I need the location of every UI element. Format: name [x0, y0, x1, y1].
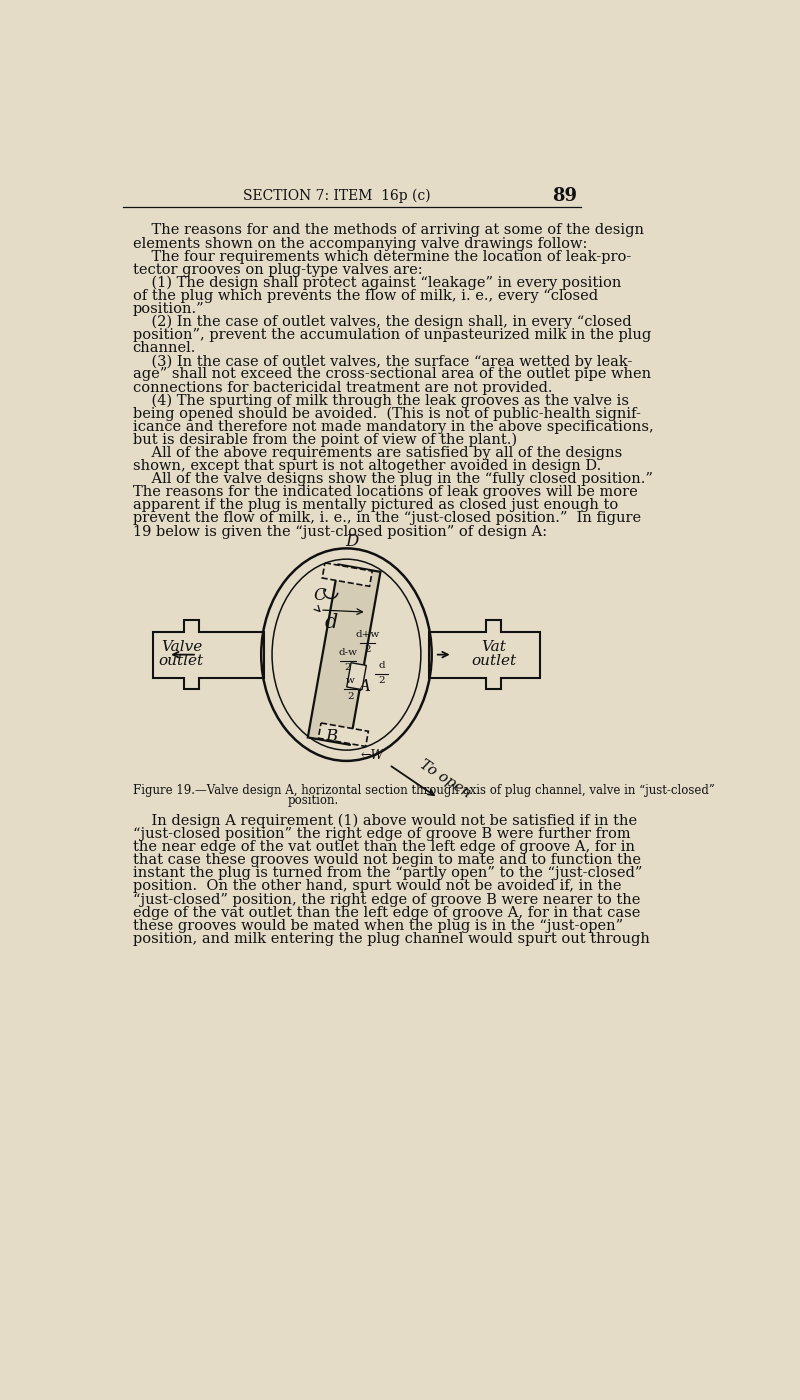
Text: that case these grooves would not begin to mate and to function the: that case these grooves would not begin … — [133, 854, 641, 868]
Text: outlet: outlet — [159, 654, 204, 668]
Text: icance and therefore not made mandatory in the above specifications,: icance and therefore not made mandatory … — [133, 420, 654, 434]
Text: elements shown on the accompanying valve drawings follow:: elements shown on the accompanying valve… — [133, 237, 587, 251]
Text: (4) The spurting of milk through the leak grooves as the valve is: (4) The spurting of milk through the lea… — [133, 393, 629, 407]
Text: (1) The design shall protect against “leakage” in every position: (1) The design shall protect against “le… — [133, 276, 621, 290]
Text: The four requirements which determine the location of leak-pro-: The four requirements which determine th… — [133, 249, 630, 263]
Text: d: d — [378, 661, 385, 671]
Text: 2: 2 — [347, 692, 354, 700]
Text: All of the valve designs show the plug in the “fully closed position.”: All of the valve designs show the plug i… — [133, 472, 653, 486]
Text: prevent the flow of milk, i. e., in the “just-closed position.”  In figure: prevent the flow of milk, i. e., in the … — [133, 511, 641, 525]
Text: d-w: d-w — [338, 648, 358, 657]
Text: position.  On the other hand, spurt would not be avoided if, in the: position. On the other hand, spurt would… — [133, 879, 621, 893]
Text: 2: 2 — [364, 645, 370, 654]
Text: 19 below is given the “just-closed position” of design A:: 19 below is given the “just-closed posit… — [133, 525, 546, 539]
Text: the near edge of the vat outlet than the left edge of groove A, for in: the near edge of the vat outlet than the… — [133, 840, 634, 854]
Text: these grooves would be mated when the plug is in the “just-open”: these grooves would be mated when the pl… — [133, 918, 622, 932]
Polygon shape — [322, 563, 372, 587]
Polygon shape — [153, 620, 263, 689]
Polygon shape — [430, 620, 540, 689]
Polygon shape — [346, 662, 366, 690]
Text: “just-closed” position, the right edge of groove B were nearer to the: “just-closed” position, the right edge o… — [133, 893, 640, 907]
Text: shown, except that spurt is not altogether avoided in design D.: shown, except that spurt is not altogeth… — [133, 459, 601, 473]
Text: B: B — [326, 728, 338, 745]
Text: position.”: position.” — [133, 302, 204, 316]
Text: apparent if the plug is mentally pictured as closed just enough to: apparent if the plug is mentally picture… — [133, 498, 618, 512]
Text: ←W: ←W — [361, 749, 384, 762]
Text: tector grooves on plug-type valves are:: tector grooves on plug-type valves are: — [133, 263, 422, 277]
Text: 2: 2 — [378, 676, 385, 685]
Text: SECTION 7: ITEM  16p (c): SECTION 7: ITEM 16p (c) — [242, 189, 430, 203]
Text: 89: 89 — [553, 186, 578, 204]
Text: instant the plug is turned from the “partly open” to the “just-closed”: instant the plug is turned from the “par… — [133, 867, 642, 881]
Text: In design A requirement (1) above would not be satisfied if in the: In design A requirement (1) above would … — [133, 813, 637, 829]
Text: (2) In the case of outlet valves, the design shall, in every “closed: (2) In the case of outlet valves, the de… — [133, 315, 631, 329]
Text: w: w — [346, 676, 354, 686]
Text: Vat: Vat — [482, 640, 506, 654]
Text: Figure 19.—Valve design A, horizontal section through axis of plug channel, valv: Figure 19.—Valve design A, horizontal se… — [133, 784, 714, 797]
Text: The reasons for the indicated locations of leak grooves will be more: The reasons for the indicated locations … — [133, 486, 638, 500]
Text: “just-closed position” the right edge of groove B were further from: “just-closed position” the right edge of… — [133, 827, 630, 841]
Text: Valve: Valve — [161, 640, 202, 654]
Text: d+w: d+w — [355, 630, 379, 640]
Text: channel.: channel. — [133, 342, 196, 356]
Polygon shape — [318, 722, 368, 746]
Text: C: C — [314, 587, 326, 603]
Text: position, and milk entering the plug channel would spurt out through: position, and milk entering the plug cha… — [133, 932, 650, 946]
Text: but is desirable from the point of view of the plant.): but is desirable from the point of view … — [133, 433, 517, 447]
Text: All of the above requirements are satisfied by all of the designs: All of the above requirements are satisf… — [133, 447, 622, 461]
Text: age” shall not exceed the cross-sectional area of the outlet pipe when: age” shall not exceed the cross-sectiona… — [133, 367, 650, 381]
Polygon shape — [308, 564, 381, 745]
Text: (3) In the case of outlet valves, the surface “area wetted by leak-: (3) In the case of outlet valves, the su… — [133, 354, 632, 368]
Text: d: d — [325, 613, 338, 631]
Text: The reasons for and the methods of arriving at some of the design: The reasons for and the methods of arriv… — [133, 224, 643, 238]
Text: position”, prevent the accumulation of unpasteurized milk in the plug: position”, prevent the accumulation of u… — [133, 328, 651, 342]
Text: 2: 2 — [345, 664, 351, 672]
Ellipse shape — [262, 549, 432, 762]
Text: position.: position. — [287, 794, 339, 806]
Text: D: D — [345, 533, 358, 550]
Text: To open: To open — [418, 757, 474, 801]
Text: connections for bactericidal treatment are not provided.: connections for bactericidal treatment a… — [133, 381, 552, 395]
Text: outlet: outlet — [471, 654, 516, 668]
Text: of the plug which prevents the flow of milk, i. e., every “closed: of the plug which prevents the flow of m… — [133, 288, 598, 302]
Text: A: A — [358, 679, 370, 696]
Text: edge of the vat outlet than the left edge of groove A, for in that case: edge of the vat outlet than the left edg… — [133, 906, 640, 920]
Text: being opened should be avoided.  (This is not of public-health signif-: being opened should be avoided. (This is… — [133, 406, 641, 421]
